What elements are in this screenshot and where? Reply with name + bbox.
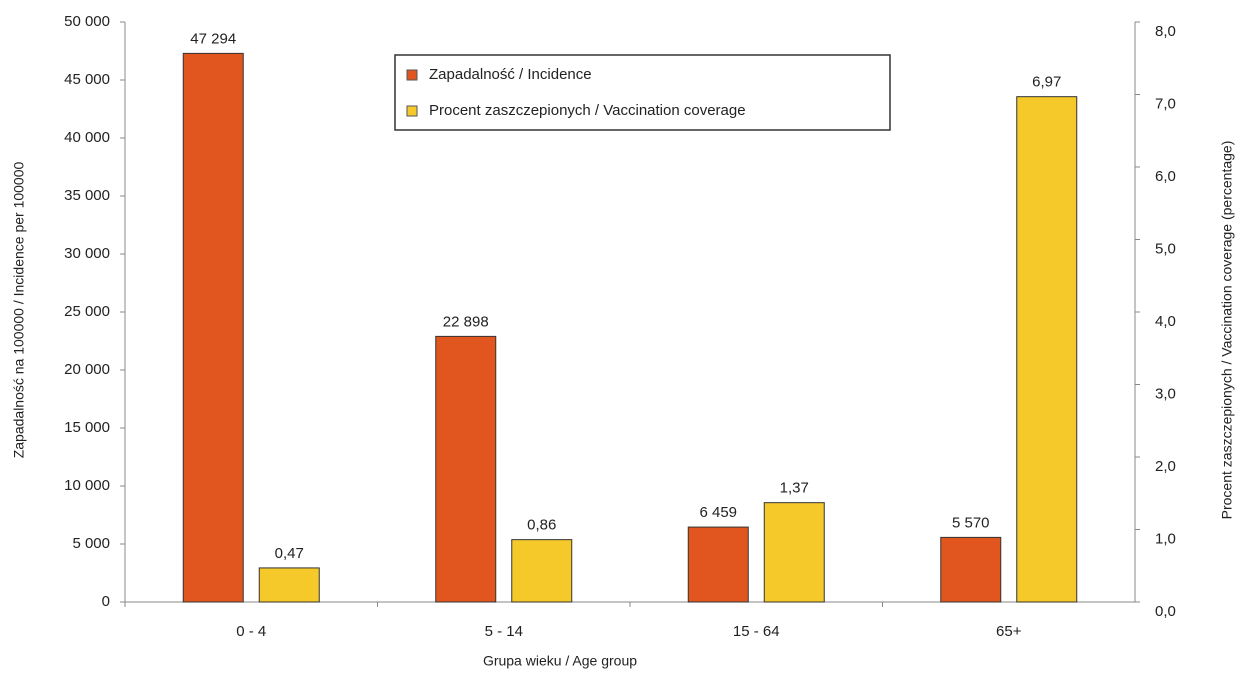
y2-tick-label: 7,0 (1155, 95, 1176, 112)
y-tick-label: 20 000 (64, 361, 110, 378)
y-tick-label: 10 000 (64, 477, 110, 494)
bar (687, 526, 749, 603)
y2-tick-label: 5,0 (1155, 240, 1176, 257)
bar (258, 567, 320, 603)
x-axis-title: Grupa wieku / Age group (483, 653, 637, 669)
bar (182, 52, 244, 603)
y2-axis-title: Procent zaszczepionych / Vaccination cov… (1219, 141, 1235, 520)
y-tick-label: 15 000 (64, 419, 110, 436)
y2-tick-label: 4,0 (1155, 313, 1176, 330)
y-tick-label: 5 000 (72, 535, 110, 552)
y-tick-label: 40 000 (64, 129, 110, 146)
value-label: 0,86 (527, 517, 556, 534)
value-label: 6 459 (699, 504, 737, 521)
bar (763, 502, 825, 603)
x-tick-label: 5 - 14 (485, 623, 523, 640)
bar (940, 536, 1002, 603)
legend-swatch (406, 105, 418, 117)
y2-tick-label: 8,0 (1155, 23, 1176, 40)
y-tick-label: 50 000 (64, 13, 110, 30)
y-tick-label: 45 000 (64, 71, 110, 88)
bar (1016, 96, 1078, 603)
legend-box (394, 54, 891, 131)
legend-swatch (406, 69, 418, 81)
y2-tick-label: 1,0 (1155, 530, 1176, 547)
value-label: 5 570 (952, 514, 990, 531)
y-tick-label: 35 000 (64, 187, 110, 204)
bar (435, 335, 497, 603)
legend-label: Procent zaszczepionych / Vaccination cov… (429, 102, 746, 119)
y2-tick-label: 3,0 (1155, 385, 1176, 402)
value-label: 22 898 (443, 313, 489, 330)
y2-tick-label: 2,0 (1155, 458, 1176, 475)
bar (511, 539, 573, 603)
value-label: 6,97 (1032, 74, 1061, 91)
y-tick-label: 0 (102, 593, 110, 610)
y-tick-label: 25 000 (64, 303, 110, 320)
y-tick-label: 30 000 (64, 245, 110, 262)
value-label: 47 294 (190, 30, 236, 47)
x-tick-label: 65+ (996, 623, 1022, 640)
value-label: 0,47 (275, 545, 304, 562)
legend-label: Zapadalność / Incidence (429, 66, 592, 83)
y2-tick-label: 6,0 (1155, 168, 1176, 185)
y-axis-title: Zapadalność na 100000 / Incidence per 10… (11, 162, 27, 459)
y2-tick-label: 0,0 (1155, 603, 1176, 620)
value-label: 1,37 (780, 480, 809, 497)
x-tick-label: 0 - 4 (236, 623, 266, 640)
x-tick-label: 15 - 64 (733, 623, 780, 640)
